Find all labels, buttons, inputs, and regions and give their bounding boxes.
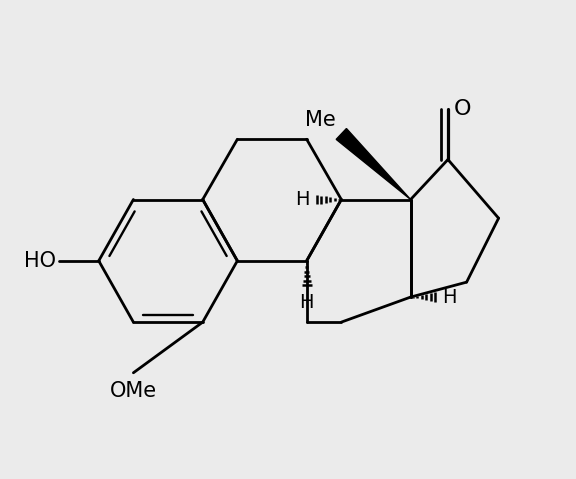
Text: H: H: [295, 190, 309, 209]
Polygon shape: [336, 128, 411, 200]
Text: OMe: OMe: [110, 381, 157, 401]
Text: Me: Me: [305, 110, 336, 130]
Text: H: H: [300, 293, 314, 312]
Text: H: H: [442, 287, 457, 307]
Text: HO: HO: [24, 251, 56, 271]
Text: O: O: [453, 99, 471, 119]
